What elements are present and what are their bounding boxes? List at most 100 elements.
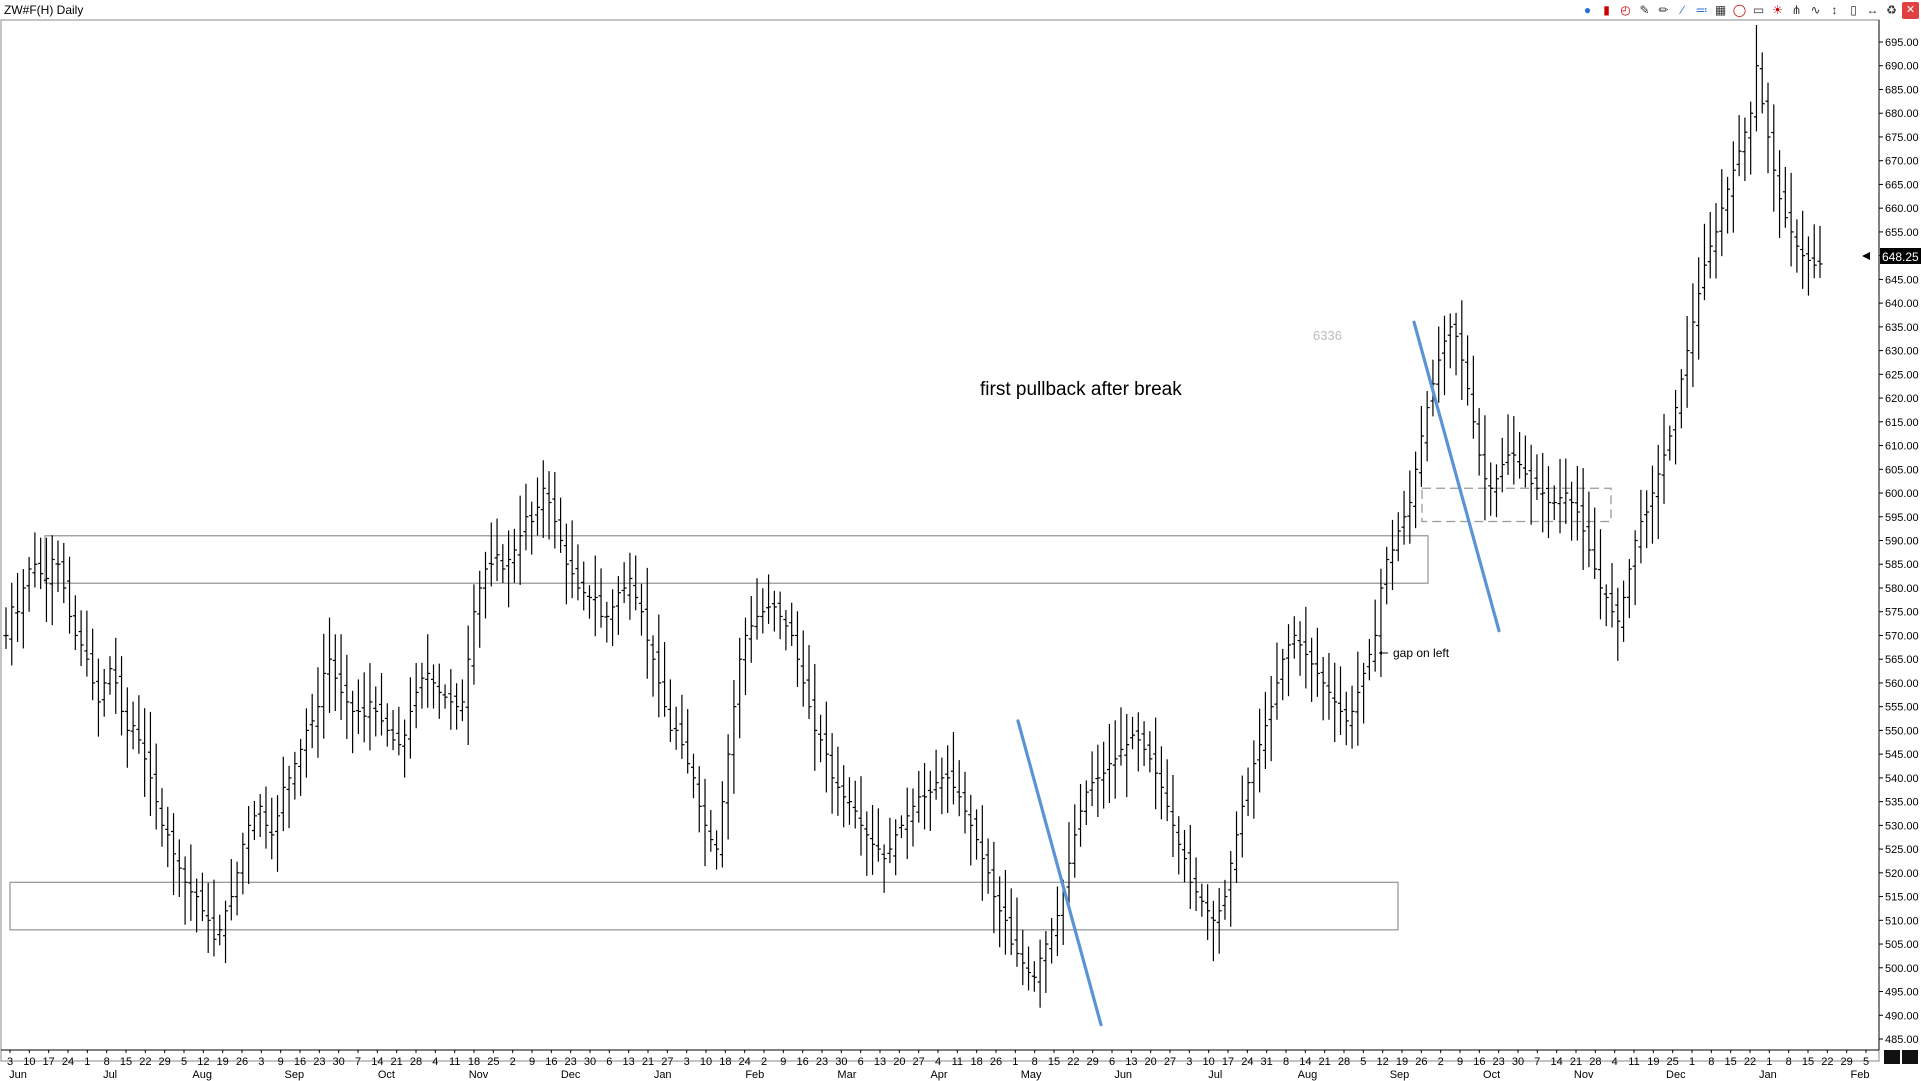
price-bar [1667, 425, 1673, 461]
close-icon[interactable]: ✕ [1902, 2, 1919, 19]
price-bar [1135, 712, 1141, 772]
x-day-label: 22 [1821, 1056, 1833, 1068]
price-bar [3, 607, 9, 649]
price-bar [1216, 887, 1222, 954]
x-day-label: 3 [258, 1056, 264, 1068]
y-tick-label: 590.00 [1885, 536, 1919, 548]
y-tick-label: 540.00 [1885, 773, 1919, 785]
y-tick-label: 665.00 [1885, 179, 1919, 191]
price-bar [789, 602, 795, 646]
price-bar [916, 770, 922, 823]
trendline-jun[interactable] [1016, 719, 1103, 1027]
cycle-icon[interactable]: ◯ [1732, 3, 1747, 17]
pencil-icon[interactable]: ✏ [1658, 3, 1669, 17]
price-bar [321, 633, 327, 739]
y-tick-label: 610.00 [1885, 441, 1919, 453]
price-bar [159, 788, 165, 847]
price-bar [344, 654, 350, 739]
x-day-label: 1 [1689, 1056, 1695, 1068]
price-bar [1805, 236, 1811, 296]
price-bar [1332, 662, 1338, 743]
clock-icon[interactable]: ◴ [1620, 3, 1631, 17]
price-bar [1476, 407, 1482, 476]
gap-zone[interactable] [1421, 487, 1612, 523]
y-tick-label: 670.00 [1885, 156, 1919, 168]
x-day-label: 3 [1186, 1056, 1192, 1068]
price-bar [1407, 470, 1413, 544]
x-day-label: 5 [181, 1056, 187, 1068]
edit-icon[interactable]: ✎ [1639, 3, 1650, 17]
price-bar [1384, 546, 1390, 605]
price-bar [927, 770, 933, 831]
price-bar [1632, 530, 1638, 606]
y-tick-label: 510.00 [1885, 915, 1919, 927]
x-day-label: 4 [935, 1056, 941, 1068]
rectangle-icon[interactable]: ▭ [1752, 3, 1765, 17]
separator-icon[interactable]: ↔ [1866, 3, 1879, 17]
price-bar [852, 780, 858, 829]
arrow-icon[interactable]: ↕ [1831, 3, 1838, 17]
x-day-label: 23 [1493, 1056, 1505, 1068]
price-bar [1609, 563, 1615, 628]
x-day-label: 27 [1164, 1056, 1176, 1068]
x-day-label: 1 [84, 1056, 90, 1068]
price-bar [257, 794, 263, 837]
price-bar [1488, 462, 1494, 516]
x-day-label: 7 [1534, 1056, 1540, 1068]
x-day-label: 20 [1145, 1056, 1157, 1068]
channel-icon[interactable]: ≕ [1695, 3, 1708, 17]
fib-icon[interactable]: ☀ [1772, 3, 1783, 17]
y-tick-label: 575.00 [1885, 607, 1919, 619]
price-bar [904, 787, 910, 860]
price-bar [1066, 822, 1072, 910]
price-bar [84, 610, 90, 677]
price-bar [893, 819, 899, 876]
x-day-label: 15 [1802, 1056, 1814, 1068]
price-bar [581, 561, 587, 611]
price-bar [922, 763, 928, 830]
upper-resistance-zone[interactable] [44, 535, 1429, 584]
price-bar [15, 573, 21, 643]
objects-icon[interactable]: ● [1583, 3, 1592, 17]
x-day-label: 1 [1012, 1056, 1018, 1068]
price-bars [3, 24, 1823, 1008]
price-bar [1719, 169, 1725, 257]
price-bar [1696, 257, 1702, 360]
price-bar [355, 679, 361, 734]
price-bar [1499, 437, 1505, 493]
price-bar [90, 628, 96, 701]
trendline-oct-nov[interactable] [1412, 320, 1501, 633]
wave-icon[interactable]: ∿ [1810, 3, 1821, 17]
price-bar [1725, 176, 1731, 234]
price-bar [1511, 416, 1517, 485]
y-tick-label: 630.00 [1885, 346, 1919, 358]
price-bar [9, 582, 15, 666]
x-day-label: 28 [410, 1056, 422, 1068]
price-bar [419, 662, 425, 709]
candle-icon[interactable]: ▮ [1603, 3, 1610, 17]
x-day-label: 17 [1222, 1056, 1234, 1068]
text-icon[interactable]: ▯ [1850, 3, 1857, 17]
trash-icon[interactable]: ♻ [1886, 3, 1897, 17]
zoom-out-button[interactable] [1884, 1050, 1900, 1064]
price-bar [714, 830, 720, 870]
y-tick-label: 615.00 [1885, 417, 1919, 429]
zoom-in-button[interactable] [1902, 1050, 1918, 1064]
price-bar [1690, 283, 1696, 388]
x-day-label: 28 [1589, 1056, 1601, 1068]
y-tick-label: 645.00 [1885, 274, 1919, 286]
grid-icon[interactable]: ▦ [1714, 3, 1727, 17]
lower-support-zone[interactable] [9, 881, 1399, 931]
price-bar [846, 777, 852, 825]
fork-icon[interactable]: ⋔ [1791, 3, 1802, 17]
price-bar [488, 522, 494, 587]
x-day-label: 24 [1241, 1056, 1253, 1068]
price-bar [153, 743, 159, 830]
x-day-label: 3 [684, 1056, 690, 1068]
price-bar [760, 588, 766, 634]
price-bar [1176, 816, 1182, 875]
zones [9, 487, 1612, 931]
trendline-icon[interactable]: ∕ [1681, 3, 1684, 17]
price-bar [142, 708, 148, 797]
price-bar [1436, 326, 1442, 403]
